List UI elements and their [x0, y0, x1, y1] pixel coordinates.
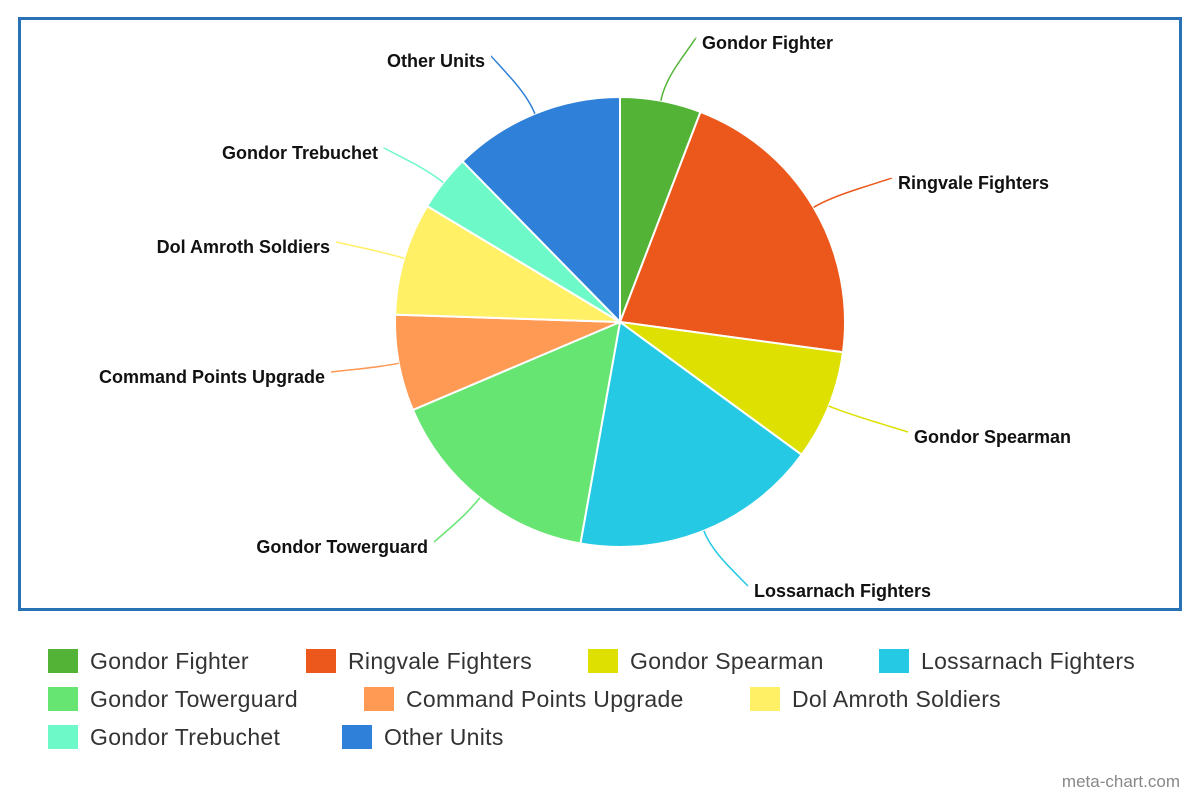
legend-item[interactable]: Dol Amroth Soldiers — [750, 685, 1001, 713]
connector-line — [433, 497, 481, 543]
legend-label: Other Units — [384, 723, 504, 750]
pie-slice-ringvale-fighters[interactable] — [618, 110, 846, 354]
legend-swatch — [750, 687, 780, 711]
pie-slice-lossarnach-fighters[interactable] — [579, 320, 804, 548]
legend-swatch — [48, 687, 78, 711]
credit-text[interactable]: meta-chart.com — [1061, 772, 1180, 791]
legend-label: Dol Amroth Soldiers — [792, 685, 1001, 712]
legend-swatch — [48, 725, 78, 749]
legend-item[interactable]: Gondor Spearman — [588, 647, 824, 675]
slice-label: Other Units — [387, 51, 485, 71]
pie-slice-gondor-spearman[interactable] — [619, 321, 845, 457]
legend-swatch — [588, 649, 618, 673]
connector-line — [490, 55, 536, 114]
connector-line — [813, 177, 893, 208]
connector-line — [660, 37, 697, 101]
connector-line — [703, 530, 749, 587]
legend-label: Gondor Fighter — [90, 647, 249, 674]
legend-item[interactable]: Other Units — [342, 723, 504, 751]
legend-label: Gondor Trebuchet — [90, 723, 281, 750]
pie-slices — [394, 95, 846, 548]
legend-label: Command Points Upgrade — [406, 685, 684, 712]
slice-label: Lossarnach Fighters — [754, 581, 931, 601]
legend-item[interactable]: Ringvale Fighters — [306, 647, 532, 675]
legend-item[interactable]: Gondor Fighter — [48, 647, 249, 675]
slice-label: Gondor Towerguard — [256, 537, 428, 557]
legend-swatch — [48, 649, 78, 673]
slice-label: Dol Amroth Soldiers — [157, 237, 330, 257]
slice-label: Gondor Trebuchet — [222, 143, 378, 163]
legend-label: Gondor Spearman — [630, 647, 824, 674]
legend-label: Lossarnach Fighters — [921, 647, 1136, 674]
pie-labels: Gondor Fighter Ringvale Fighters Gondor Sp… — [99, 33, 1071, 601]
slice-label: Ringvale Fighters — [898, 173, 1049, 193]
slice-label: Gondor Spearman — [914, 427, 1071, 447]
legend-swatch — [306, 649, 336, 673]
legend-item[interactable]: Gondor Towerguard — [48, 685, 298, 713]
connector-line — [330, 362, 399, 373]
legend-swatch — [364, 687, 394, 711]
connector-line — [383, 147, 444, 184]
connector-line — [828, 405, 909, 433]
legend-swatch — [342, 725, 372, 749]
pie-slice-dol-amroth-soldiers[interactable] — [394, 204, 624, 324]
connector-line — [335, 241, 405, 260]
legend-label: Gondor Towerguard — [90, 685, 298, 712]
legend-label: Ringvale Fighters — [348, 647, 533, 674]
legend-item[interactable]: Lossarnach Fighters — [879, 647, 1135, 675]
legend-swatch — [879, 649, 909, 673]
slice-label: Gondor Fighter — [702, 33, 833, 53]
legend-item[interactable]: Gondor Trebuchet — [48, 723, 280, 751]
legend-item[interactable]: Command Points Upgrade — [364, 685, 684, 713]
slice-label: Command Points Upgrade — [99, 367, 325, 387]
pie-slice-other-units[interactable] — [461, 95, 621, 325]
